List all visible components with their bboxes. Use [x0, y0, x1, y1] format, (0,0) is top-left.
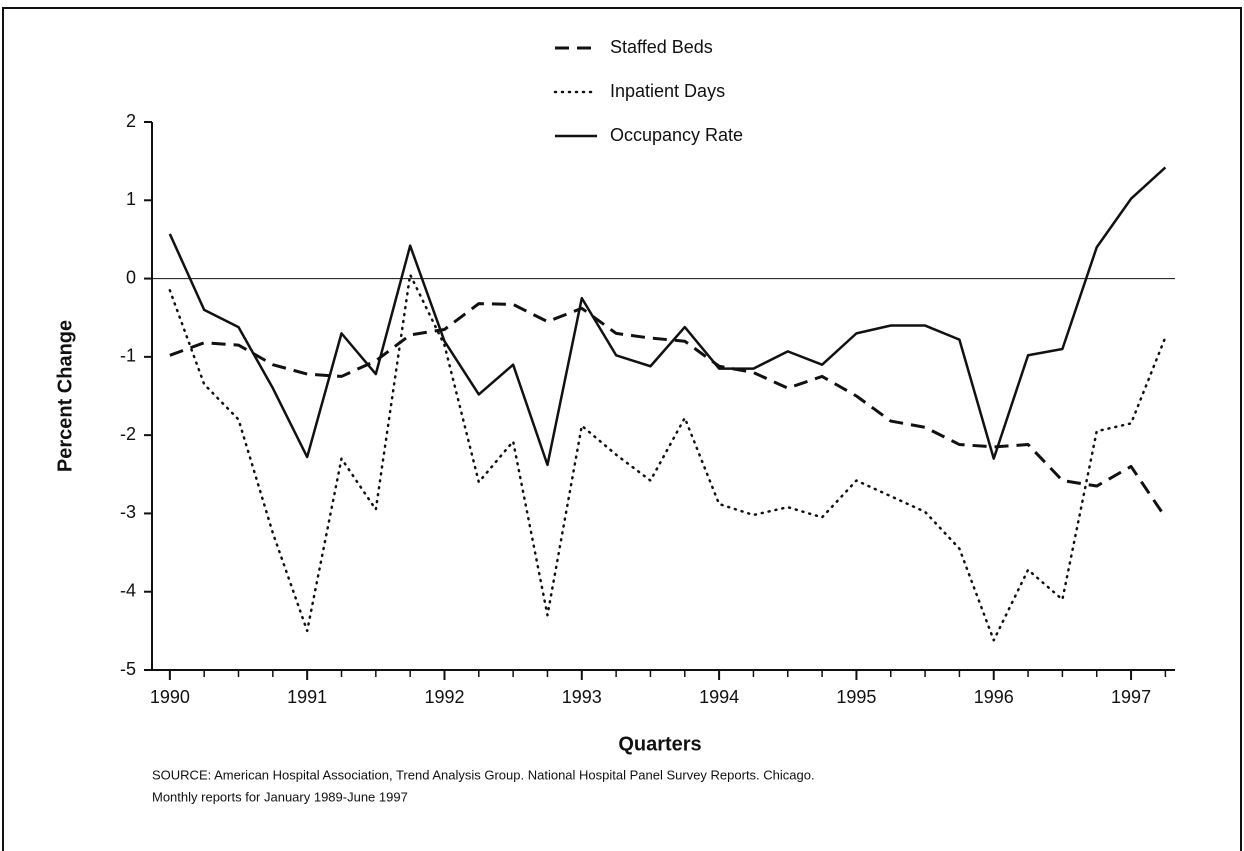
source-note: Monthly reports for January 1989-June 19… — [152, 789, 408, 804]
legend-label: Inpatient Days — [610, 81, 725, 101]
y-tick-label: 2 — [126, 111, 136, 131]
y-tick-label: -2 — [120, 424, 136, 444]
series-line — [168, 273, 1167, 642]
x-tick-label: 1993 — [562, 687, 602, 707]
series-line — [168, 166, 1167, 467]
y-tick-label: -3 — [120, 502, 136, 522]
y-tick-label: 0 — [126, 267, 136, 287]
x-tick-label: 1996 — [974, 687, 1014, 707]
y-tick-label: 1 — [126, 189, 136, 209]
x-tick-label: 1991 — [287, 687, 327, 707]
x-axis-label: Quarters — [618, 733, 701, 755]
source-note: SOURCE: American Hospital Association, T… — [152, 767, 815, 782]
y-tick-label: -5 — [120, 659, 136, 679]
x-tick-label: 1990 — [150, 687, 190, 707]
y-tick-label: -4 — [120, 580, 136, 600]
frame — [2, 7, 1242, 851]
x-tick-label: 1994 — [699, 687, 739, 707]
x-tick-label: 1992 — [424, 687, 464, 707]
x-tick-label: 1997 — [1111, 687, 1151, 707]
legend-label: Occupancy Rate — [610, 125, 743, 145]
series-line — [169, 302, 1167, 519]
x-tick-label: 1995 — [836, 687, 876, 707]
legend-label: Staffed Beds — [610, 37, 713, 57]
y-tick-label: -1 — [120, 346, 136, 366]
y-axis-label: Percent Change — [54, 320, 76, 472]
